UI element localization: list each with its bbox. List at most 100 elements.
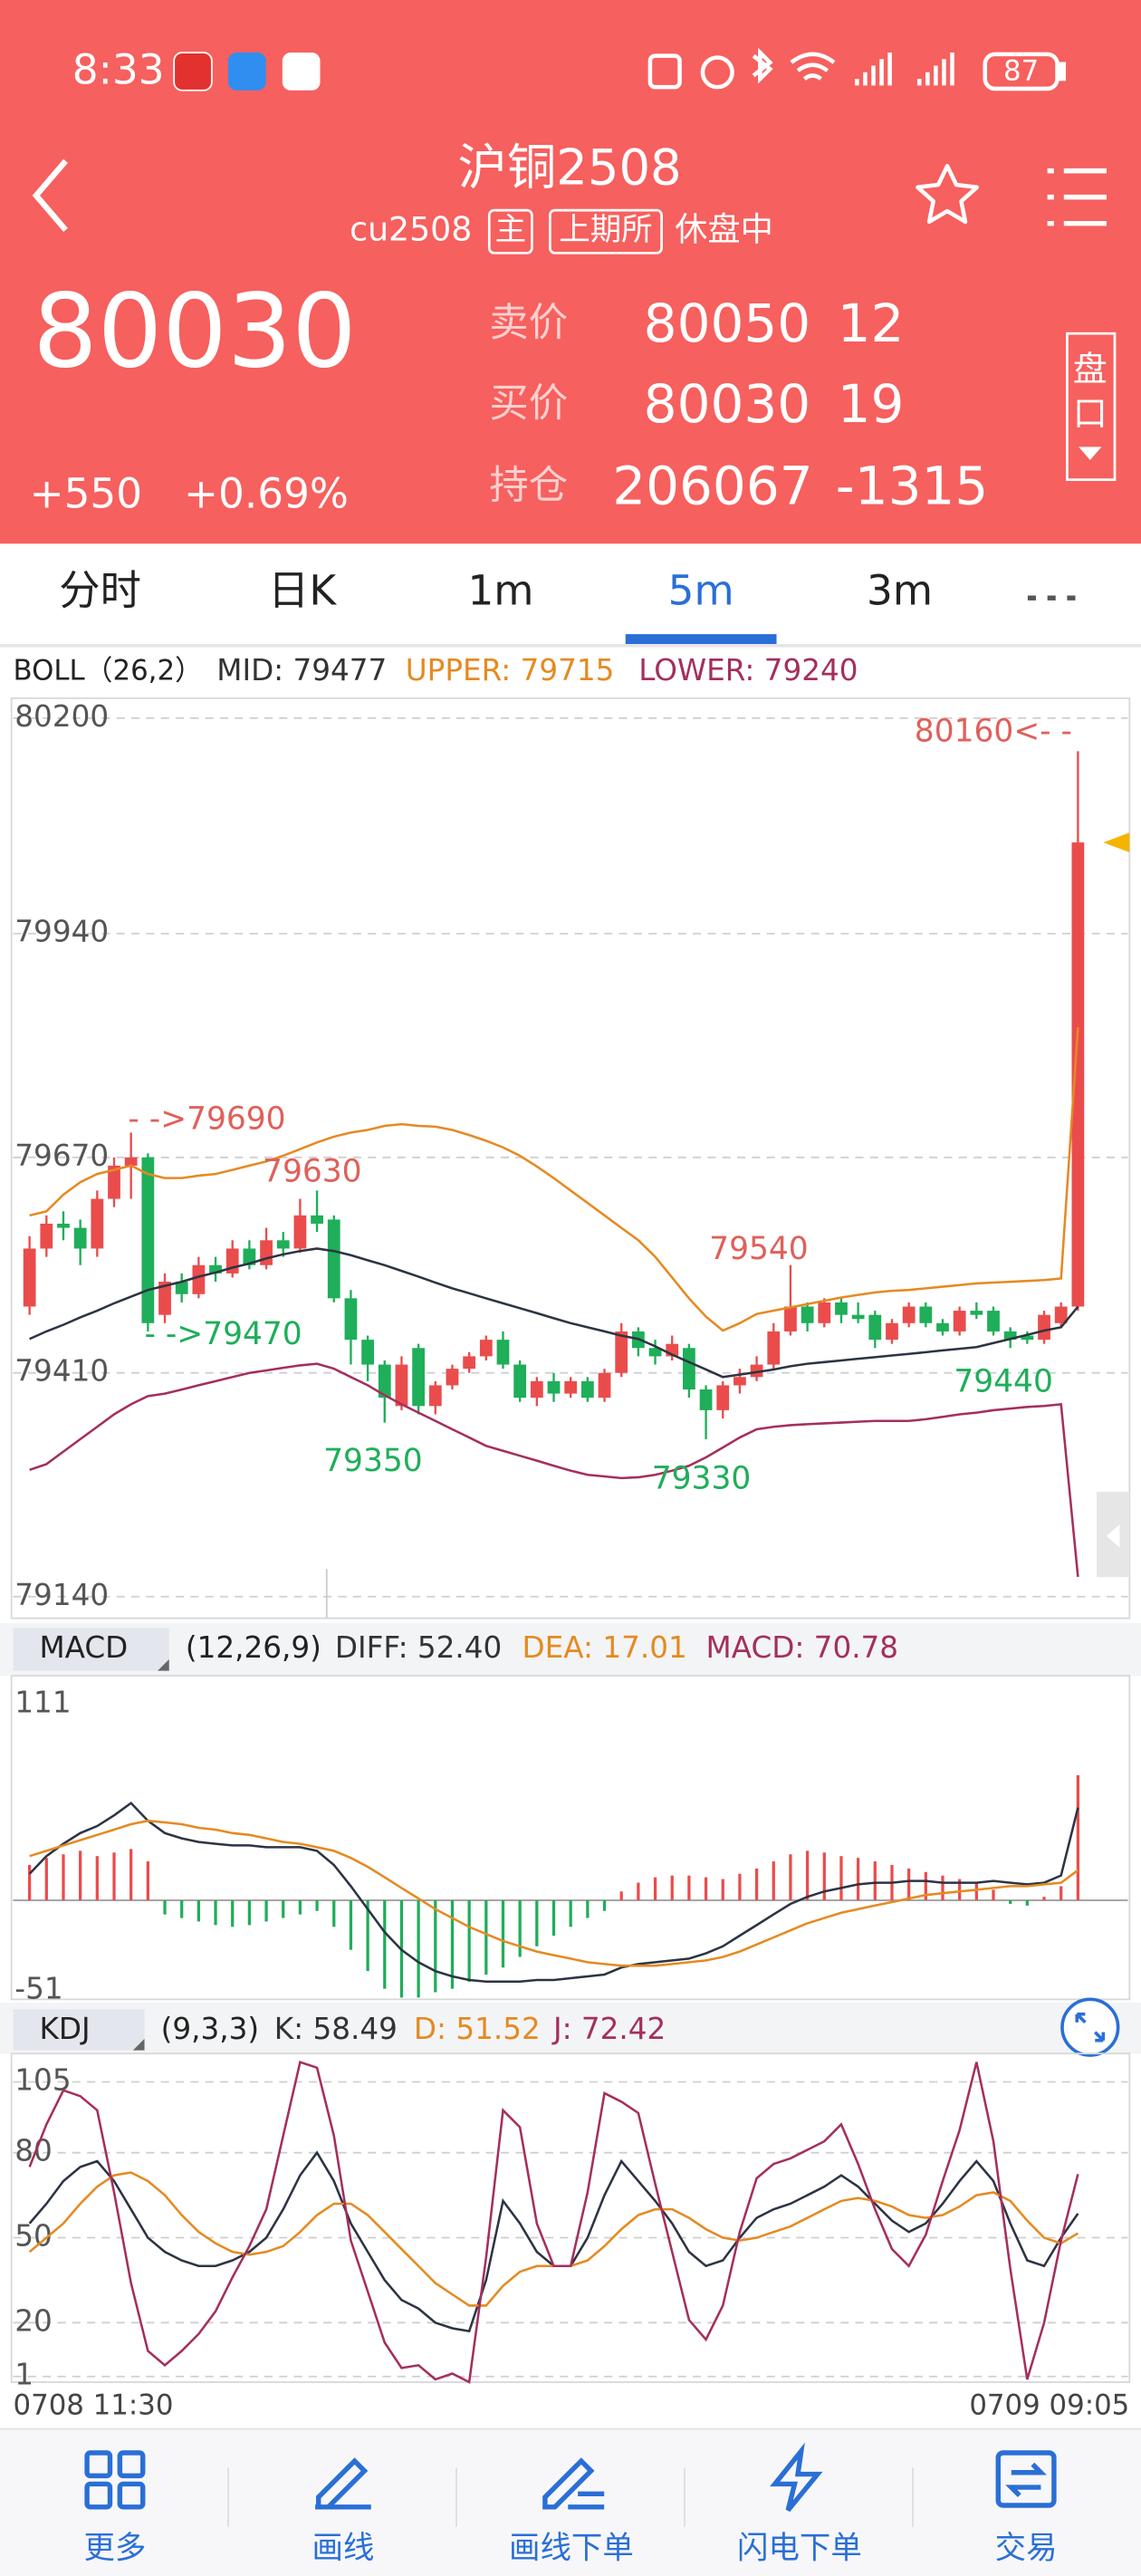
candle-body — [108, 1165, 120, 1199]
quote-volume: -1315 — [836, 456, 989, 517]
candle-body — [767, 1331, 781, 1365]
candle-body — [463, 1356, 476, 1370]
candle-body — [344, 1298, 358, 1341]
tag: 主 — [495, 212, 526, 248]
candle-body — [412, 1348, 426, 1407]
nav-label[interactable]: 画线 — [312, 2530, 374, 2566]
indicator-box[interactable] — [13, 2009, 145, 2051]
boll-line — [29, 1247, 1079, 1379]
indicator-name: BOLL（26,2） — [14, 654, 203, 687]
annotation: 80160<- - — [915, 713, 1072, 749]
candle-body — [1038, 1314, 1050, 1341]
indicator-box[interactable] — [13, 1628, 169, 1671]
legend-entry: DIFF: 52.40 — [335, 1630, 502, 1665]
tab[interactable]: 1m — [467, 566, 533, 614]
last-price-marker — [1103, 832, 1130, 852]
candle-body — [598, 1372, 611, 1399]
nav-label[interactable]: 画线下单 — [509, 2530, 634, 2566]
macd-frame — [10, 1675, 1131, 2001]
annotation: 79440 — [954, 1364, 1053, 1400]
kdj-line — [28, 2061, 1079, 2384]
y-tick-label: 111 — [14, 1685, 71, 1719]
candle-body — [57, 1224, 70, 1228]
candle-body — [91, 1198, 104, 1249]
candle-body — [615, 1331, 628, 1373]
y-tick-label: 79410 — [14, 1354, 109, 1389]
indicator-params: (9,3,3) — [161, 2012, 259, 2046]
candle-body — [158, 1282, 171, 1315]
indicator-name: MACD — [40, 1630, 129, 1665]
candle-body — [141, 1157, 155, 1323]
legend-entry: DEA: 17.01 — [523, 1630, 687, 1665]
candle-body — [648, 1348, 662, 1357]
legend-entry: J: 72.42 — [551, 2012, 666, 2046]
quote-price: 206067 — [612, 456, 812, 517]
tab[interactable]: 日K — [268, 566, 337, 614]
y-tick-label: 79140 — [14, 1578, 109, 1612]
candle-body — [395, 1364, 408, 1407]
market-status: 休盘中 — [675, 210, 773, 249]
legend-entry: LOWER: 79240 — [638, 653, 858, 687]
status-icons — [647, 47, 1067, 91]
app-icon — [228, 53, 266, 91]
nav-label[interactable]: 闪电下单 — [737, 2530, 862, 2566]
candle-body — [209, 1264, 222, 1274]
nav-label[interactable]: 更多 — [83, 2530, 146, 2566]
menu-button[interactable] — [1047, 168, 1107, 226]
kdj-header-bg — [0, 2002, 1141, 2054]
quote-price: 80050 — [644, 293, 811, 354]
candle-body — [818, 1302, 831, 1323]
title: 沪铜2508 — [458, 139, 682, 197]
quote-label: 持仓 — [489, 464, 568, 509]
boll-line — [29, 1362, 1079, 1577]
price-frame — [10, 697, 1131, 1620]
candle-body — [851, 1314, 865, 1320]
candle-body — [327, 1219, 340, 1299]
candle-body — [23, 1248, 36, 1307]
indicator-corner — [132, 2038, 145, 2051]
tag: 上期所 — [559, 212, 652, 248]
tabs-bg — [0, 543, 1141, 646]
divider — [0, 644, 1141, 648]
candle-body — [1054, 1306, 1068, 1323]
app-icon — [282, 53, 321, 91]
annotation: 79350 — [323, 1443, 423, 1479]
y-tick-label: 80200 — [14, 699, 109, 734]
kdj-frame — [10, 2052, 1131, 2383]
tab-underline — [625, 634, 777, 644]
rotate-icon — [1075, 2012, 1106, 2043]
tab[interactable]: 5m — [668, 566, 734, 614]
candle-body — [513, 1364, 527, 1399]
quote-label: 买价 — [489, 381, 568, 427]
tag-box — [487, 208, 533, 255]
last-price: 80030 — [33, 272, 357, 390]
candle-body — [919, 1306, 933, 1323]
panel-button[interactable] — [1066, 332, 1117, 481]
legend-entry: D: 51.52 — [414, 2012, 541, 2046]
y-tick-label: -51 — [14, 1972, 62, 2006]
back-button[interactable] — [32, 159, 68, 232]
candle-body — [530, 1380, 543, 1399]
macd-header-bg — [0, 1623, 1141, 1677]
indicator-params: (12,26,9) — [186, 1630, 321, 1665]
candle-body — [902, 1306, 916, 1323]
candle-body — [446, 1369, 459, 1386]
rotate-button[interactable] — [1060, 1997, 1120, 2057]
tab[interactable]: 分时 — [59, 566, 141, 614]
annotation: 79540 — [709, 1231, 809, 1267]
macd-line — [28, 1801, 1079, 1984]
candle-body — [192, 1264, 206, 1294]
candle-body — [1003, 1331, 1017, 1341]
tag-box — [548, 208, 663, 255]
panel-arrow — [1079, 447, 1102, 460]
favorite-button[interactable] — [916, 163, 979, 225]
candle-body — [970, 1311, 983, 1315]
quote-volume: 12 — [838, 293, 905, 354]
tab[interactable]: 3m — [867, 566, 933, 614]
nav-label[interactable]: 交易 — [995, 2530, 1058, 2566]
candle-body — [716, 1385, 730, 1410]
legend-entry: MACD: 70.78 — [706, 1630, 899, 1665]
quote-label: 卖价 — [489, 301, 568, 346]
candle-body — [734, 1377, 746, 1386]
candle-body — [40, 1224, 53, 1249]
